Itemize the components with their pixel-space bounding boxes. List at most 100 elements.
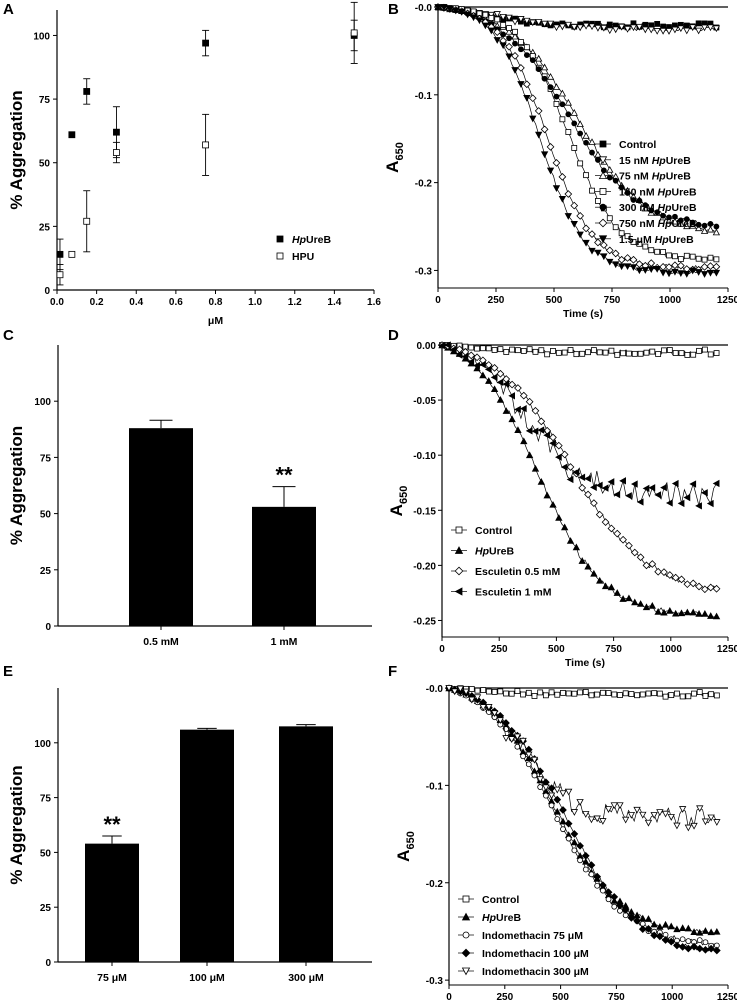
legend-label-part: Control xyxy=(475,525,512,537)
data-point xyxy=(547,792,556,800)
y-tick-label: 75 xyxy=(40,794,52,805)
data-point xyxy=(673,925,681,933)
data-point xyxy=(584,490,592,499)
data-point xyxy=(552,83,561,90)
data-point xyxy=(617,263,626,271)
data-point xyxy=(656,809,664,816)
legend-label-part: Hp xyxy=(292,234,307,246)
legend-label: Control xyxy=(482,894,519,906)
data-point xyxy=(589,187,595,194)
data-point xyxy=(512,28,518,35)
data-point xyxy=(558,172,567,181)
data-point xyxy=(713,692,720,699)
data-point xyxy=(683,493,691,502)
data-point xyxy=(474,687,481,694)
data-point xyxy=(618,230,625,237)
data-point xyxy=(595,198,601,204)
data-point xyxy=(624,190,631,196)
data-point xyxy=(537,784,544,790)
data-point xyxy=(531,693,538,699)
data-point xyxy=(570,830,579,838)
data-point xyxy=(712,479,720,488)
data-point xyxy=(469,14,478,22)
legend-label: 750 nM HpUreB xyxy=(619,218,697,230)
data-point xyxy=(514,426,522,433)
data-point xyxy=(529,57,536,64)
data-point xyxy=(564,213,572,220)
y-axis-title-main: A xyxy=(394,850,413,862)
data-point xyxy=(555,513,563,521)
data-point xyxy=(525,689,532,696)
data-point xyxy=(552,185,561,192)
data-point xyxy=(542,784,550,792)
legend-label-part: Esculetin 1 mM xyxy=(475,587,552,599)
data-point xyxy=(83,88,91,95)
data-point xyxy=(488,14,495,21)
x-tick-label: 0 xyxy=(439,644,445,655)
x-tick-label: 250 xyxy=(488,295,505,306)
data-point xyxy=(561,523,569,531)
data-point xyxy=(482,11,489,18)
data-point xyxy=(599,241,608,249)
x-tick-label: 0 xyxy=(446,992,452,1003)
x-tick-label: 1.6 xyxy=(367,297,381,308)
panel-letter-f: F xyxy=(388,663,397,680)
data-point xyxy=(541,75,548,82)
data-point xyxy=(576,841,584,850)
data-point xyxy=(590,347,597,354)
legend-marker xyxy=(598,171,608,180)
data-point xyxy=(548,802,555,809)
data-point xyxy=(665,28,673,35)
data-point xyxy=(560,463,568,471)
data-point xyxy=(546,143,555,151)
data-point xyxy=(598,881,607,890)
legend-label-part: 300 nM xyxy=(619,202,658,214)
data-point xyxy=(511,52,519,60)
data-point xyxy=(712,262,721,271)
data-point xyxy=(467,358,475,366)
data-point xyxy=(691,690,697,697)
data-point xyxy=(713,927,721,935)
data-point xyxy=(599,818,607,825)
data-point xyxy=(588,692,595,699)
legend-label: HpUreB xyxy=(292,234,332,246)
series-line xyxy=(437,6,717,271)
data-point xyxy=(625,594,633,602)
legend-label-part: Control xyxy=(619,139,656,151)
data-point xyxy=(525,751,533,759)
data-point xyxy=(679,693,686,700)
data-point xyxy=(689,219,696,226)
series-1-5-m-hpureb xyxy=(434,4,721,278)
data-point xyxy=(638,925,647,934)
data-point xyxy=(505,27,513,35)
legend-label: Esculetin 1 mM xyxy=(475,587,552,599)
data-point xyxy=(550,348,556,354)
data-point xyxy=(641,26,649,34)
series-hpu xyxy=(56,1,358,286)
data-point xyxy=(540,63,549,71)
y-tick-label: -0.2 xyxy=(426,879,444,890)
data-point xyxy=(612,26,620,34)
series-hpureb xyxy=(438,341,721,620)
data-point xyxy=(706,499,714,508)
data-point xyxy=(642,202,649,209)
data-point xyxy=(601,582,610,590)
data-point xyxy=(505,53,513,61)
data-point xyxy=(537,478,545,485)
panel-a-scatter-chart: 0.0 0.2 0.4 0.6 0.8 1.0 1.2 1.4 1.6 0 25 50 75 100 μM%… xyxy=(7,1,381,327)
data-point xyxy=(635,260,644,268)
y-axis-title-main: A xyxy=(383,161,402,173)
data-point xyxy=(573,351,580,358)
legend-marker xyxy=(462,931,470,939)
data-point xyxy=(576,24,584,32)
legend-label-part: Hp xyxy=(652,155,667,167)
data-point xyxy=(579,350,586,357)
data-point xyxy=(576,120,584,128)
data-point xyxy=(671,609,680,617)
data-point xyxy=(531,772,538,779)
data-point xyxy=(530,756,539,764)
data-point xyxy=(671,479,679,488)
legend-marker xyxy=(599,140,607,148)
data-point xyxy=(713,223,720,230)
data-point xyxy=(536,776,544,784)
